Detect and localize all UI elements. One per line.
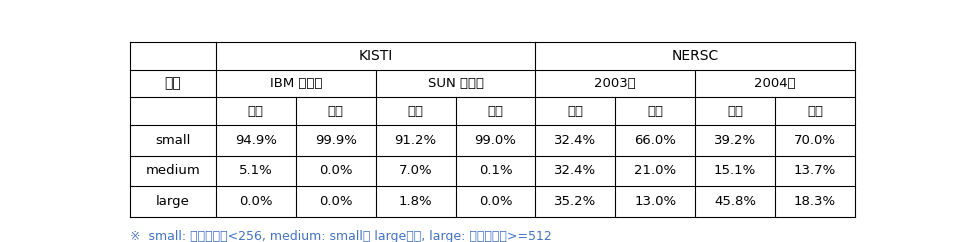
Text: NERSC: NERSC (671, 49, 718, 63)
Text: 구분: 구분 (165, 76, 181, 91)
Text: 13.7%: 13.7% (793, 164, 835, 177)
Text: 66.0%: 66.0% (634, 134, 676, 147)
Text: 시간: 시간 (567, 105, 582, 118)
Text: 건수: 건수 (806, 105, 822, 118)
Text: small: small (155, 134, 191, 147)
Text: SUN 시스템: SUN 시스템 (427, 77, 483, 90)
Text: 0.0%: 0.0% (318, 195, 352, 208)
Text: 32.4%: 32.4% (554, 164, 596, 177)
Text: IBM 시스템: IBM 시스템 (270, 77, 322, 90)
Text: 시간: 시간 (407, 105, 423, 118)
Text: ※  small: 프로세서수<256, medium: small과 large사이, large: 프로세서수>=512: ※ small: 프로세서수<256, medium: small과 large… (131, 230, 552, 242)
Text: 7.0%: 7.0% (398, 164, 432, 177)
Text: 0.0%: 0.0% (318, 164, 352, 177)
Text: 시간: 시간 (248, 105, 264, 118)
Text: 5.1%: 5.1% (239, 164, 273, 177)
Text: 13.0%: 13.0% (634, 195, 676, 208)
Text: medium: medium (146, 164, 200, 177)
Text: 70.0%: 70.0% (793, 134, 835, 147)
Text: 39.2%: 39.2% (713, 134, 756, 147)
Text: 건수: 건수 (328, 105, 343, 118)
Text: large: large (156, 195, 190, 208)
Text: 15.1%: 15.1% (713, 164, 756, 177)
Text: 91.2%: 91.2% (395, 134, 436, 147)
Text: 건수: 건수 (646, 105, 662, 118)
Text: 18.3%: 18.3% (793, 195, 835, 208)
Text: 94.9%: 94.9% (234, 134, 276, 147)
Text: 32.4%: 32.4% (554, 134, 596, 147)
Text: 99.9%: 99.9% (314, 134, 356, 147)
Text: 45.8%: 45.8% (714, 195, 756, 208)
Text: 2003년: 2003년 (594, 77, 636, 90)
Text: 21.0%: 21.0% (634, 164, 676, 177)
Text: 0.1%: 0.1% (478, 164, 512, 177)
Text: 시간: 시간 (726, 105, 742, 118)
Text: 0.0%: 0.0% (478, 195, 512, 208)
Text: KISTI: KISTI (358, 49, 393, 63)
Text: 0.0%: 0.0% (239, 195, 273, 208)
Text: 35.2%: 35.2% (554, 195, 596, 208)
Text: 1.8%: 1.8% (398, 195, 432, 208)
Text: 2004년: 2004년 (754, 77, 795, 90)
Text: 99.0%: 99.0% (474, 134, 516, 147)
Text: 건수: 건수 (487, 105, 503, 118)
